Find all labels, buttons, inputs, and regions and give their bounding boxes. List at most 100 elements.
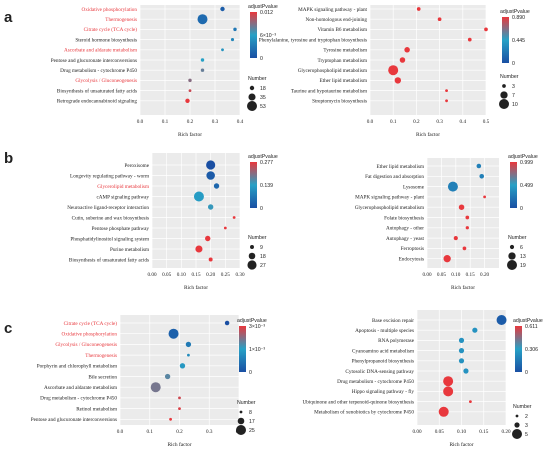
term-point (476, 163, 482, 169)
x-tick-label: 0.3 (206, 429, 213, 435)
term-label: Pentose phosphate pathway (92, 226, 150, 232)
term-point (206, 171, 215, 180)
term-label: Fat digestion and absorption (365, 174, 424, 180)
term-point (469, 400, 472, 403)
term-point (178, 407, 181, 410)
color-bar-tick: 6×10⁻³ (260, 33, 276, 39)
size-legend-label: 2 (525, 414, 528, 420)
color-bar (510, 162, 517, 208)
term-label: Ether lipid metabolism (376, 164, 424, 170)
color-legend-title: adjustPvalue (500, 9, 530, 15)
term-label: Drug metabolism - cytochrome P450 (337, 379, 414, 385)
term-point (233, 27, 237, 32)
size-legend-title: Number (508, 235, 527, 241)
term-label: RNA polymerase (378, 338, 415, 344)
term-point (185, 98, 190, 104)
color-bar-tick: 0.012 (260, 10, 273, 16)
size-legend-label: 3 (512, 84, 515, 90)
size-legend-title: Number (237, 400, 256, 406)
term-label: Phenylpropanoid biosynthesis (352, 359, 414, 365)
term-point (445, 89, 448, 92)
term-point (465, 226, 469, 230)
size-legend-dot (512, 429, 522, 439)
size-legend-dot (248, 93, 256, 101)
x-tick-label: 0.1 (147, 429, 154, 435)
term-label: Base excision repair (372, 318, 414, 324)
term-label: Ascorbate and aldarate metabolism (64, 48, 137, 54)
term-label: Longevity regulating pathway - worm (70, 173, 149, 179)
term-point (169, 417, 172, 421)
size-legend-label: 10 (512, 102, 518, 108)
term-point (150, 382, 161, 393)
term-label: Endocytosis (399, 257, 424, 263)
x-tick-label: 0.15 (191, 272, 200, 278)
x-tick-label: 0.0 (137, 119, 144, 125)
term-point (458, 348, 465, 354)
x-axis-title: Rich factor (416, 131, 440, 138)
term-point (394, 77, 402, 84)
term-point (164, 373, 171, 380)
x-tick-label: 0.05 (437, 272, 446, 278)
term-point (193, 191, 204, 202)
term-point (467, 37, 472, 42)
size-legend-label: 18 (260, 86, 266, 92)
term-point (230, 38, 235, 42)
term-point (437, 17, 442, 22)
color-bar-tick: 0.999 (520, 160, 533, 166)
color-bar (250, 12, 257, 58)
term-label: Citrate cycle (TCA cycle) (64, 320, 118, 327)
size-legend: Number 8 17 25 (236, 400, 256, 435)
panel-a-left: 0.0 0.1 0.2 0.3 0.4 Rich factor Oxidative phos… (51, 4, 278, 138)
term-point (462, 246, 467, 251)
term-point (195, 245, 203, 253)
term-point (206, 160, 216, 170)
size-legend-label: 17 (249, 419, 255, 425)
size-legend-title: Number (248, 235, 267, 241)
color-bar (250, 162, 257, 208)
term-label: Streptomycin biosynthesis (312, 99, 367, 105)
color-bar (239, 326, 246, 372)
term-label: Autophagy - yeast (386, 236, 425, 242)
color-legend-title: adjustPvalue (248, 4, 278, 10)
term-point (207, 204, 214, 210)
term-point (443, 376, 454, 387)
panel-b-left: 0.00 0.05 0.10 0.15 0.20 0.25 0.30 Rich factor P… (67, 153, 278, 291)
term-point (388, 65, 399, 76)
term-label: Bile secretion (88, 374, 117, 380)
color-bar-tick: 0.890 (512, 15, 525, 21)
term-label: Pentose and glucuronate interconversions (31, 417, 117, 423)
term-point (168, 328, 179, 339)
color-bar-tick: 0.306 (525, 347, 538, 353)
x-axis-title: Rich factor (178, 131, 202, 138)
term-label: Retinol metabolism (76, 406, 117, 412)
size-legend-dot (249, 85, 255, 91)
term-label: Steroid hormone biosynthesis (75, 37, 137, 43)
term-point (188, 89, 192, 92)
term-point (220, 6, 225, 12)
x-tick-label: 0.20 (501, 429, 510, 435)
x-tick-label: 0.05 (162, 272, 171, 278)
term-point (187, 353, 190, 357)
size-legend-title: Number (248, 76, 267, 82)
color-bar-tick: 1×10⁻³ (249, 347, 265, 353)
term-label: Drug metabolism - cytochrome P450 (40, 396, 117, 402)
x-tick-label: 0.5 (483, 119, 490, 125)
size-legend-label: 8 (249, 410, 252, 416)
size-legend-label: 3 (525, 423, 528, 429)
x-tick-label: 0.20 (480, 272, 489, 278)
term-label: Ascorbate and aldarate metabolism (44, 385, 117, 391)
term-label: Drug metabolism - cytochrome P450 (60, 68, 137, 74)
term-label: Citrate cycle (TCA cycle) (84, 26, 138, 33)
x-tick-label: 0.15 (466, 272, 475, 278)
size-legend-dot (239, 410, 243, 414)
term-label: Oxidative phosphorylation (82, 7, 138, 13)
term-point (472, 327, 478, 333)
term-label: Neuroactive ligand-receptor interaction (67, 205, 149, 211)
size-legend-label: 13 (520, 254, 526, 260)
x-tick-label: 0.00 (147, 272, 156, 278)
color-bar-tick: 0.277 (260, 160, 273, 166)
